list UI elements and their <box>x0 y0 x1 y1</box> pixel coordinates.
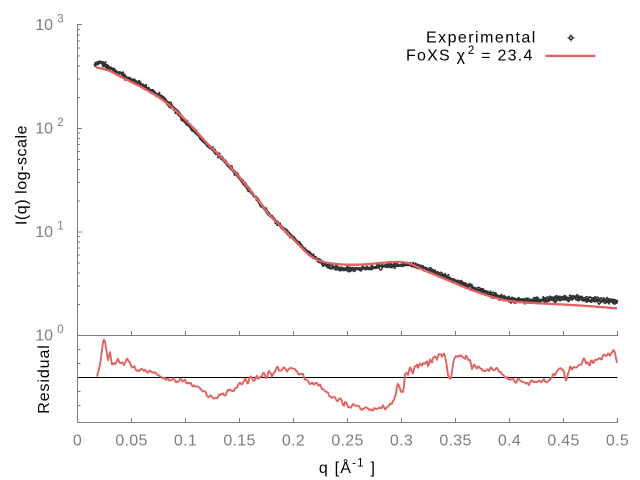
svg-text:0.45: 0.45 <box>547 433 579 450</box>
svg-text:2: 2 <box>57 117 63 129</box>
svg-text:0.3: 0.3 <box>390 433 413 450</box>
svg-text:FoXS χ2 = 23.4: FoXS χ2 = 23.4 <box>406 45 534 65</box>
svg-text:10: 10 <box>35 224 53 241</box>
svg-text:0.5: 0.5 <box>606 433 629 450</box>
svg-text:0: 0 <box>57 324 63 336</box>
svg-text:3: 3 <box>57 13 63 25</box>
svg-text:10: 10 <box>35 120 53 137</box>
svg-text:0.25: 0.25 <box>331 433 363 450</box>
svg-text:0.2: 0.2 <box>282 433 305 450</box>
svg-text:0.4: 0.4 <box>498 433 521 450</box>
svg-text:0.35: 0.35 <box>439 433 471 450</box>
svg-text:0: 0 <box>73 433 82 450</box>
svg-text:0.1: 0.1 <box>174 433 197 450</box>
svg-text:0.05: 0.05 <box>115 433 147 450</box>
svg-text:0.15: 0.15 <box>223 433 255 450</box>
svg-text:10: 10 <box>35 17 53 34</box>
svg-text:I(q) log-scale: I(q) log-scale <box>14 125 31 225</box>
svg-text:q [Å-1 ]: q [Å-1 ] <box>319 458 376 478</box>
svg-text:Residual: Residual <box>36 344 53 413</box>
svg-text:Experimental: Experimental <box>426 29 537 46</box>
svg-text:10: 10 <box>35 327 53 344</box>
svg-text:1: 1 <box>57 220 63 232</box>
